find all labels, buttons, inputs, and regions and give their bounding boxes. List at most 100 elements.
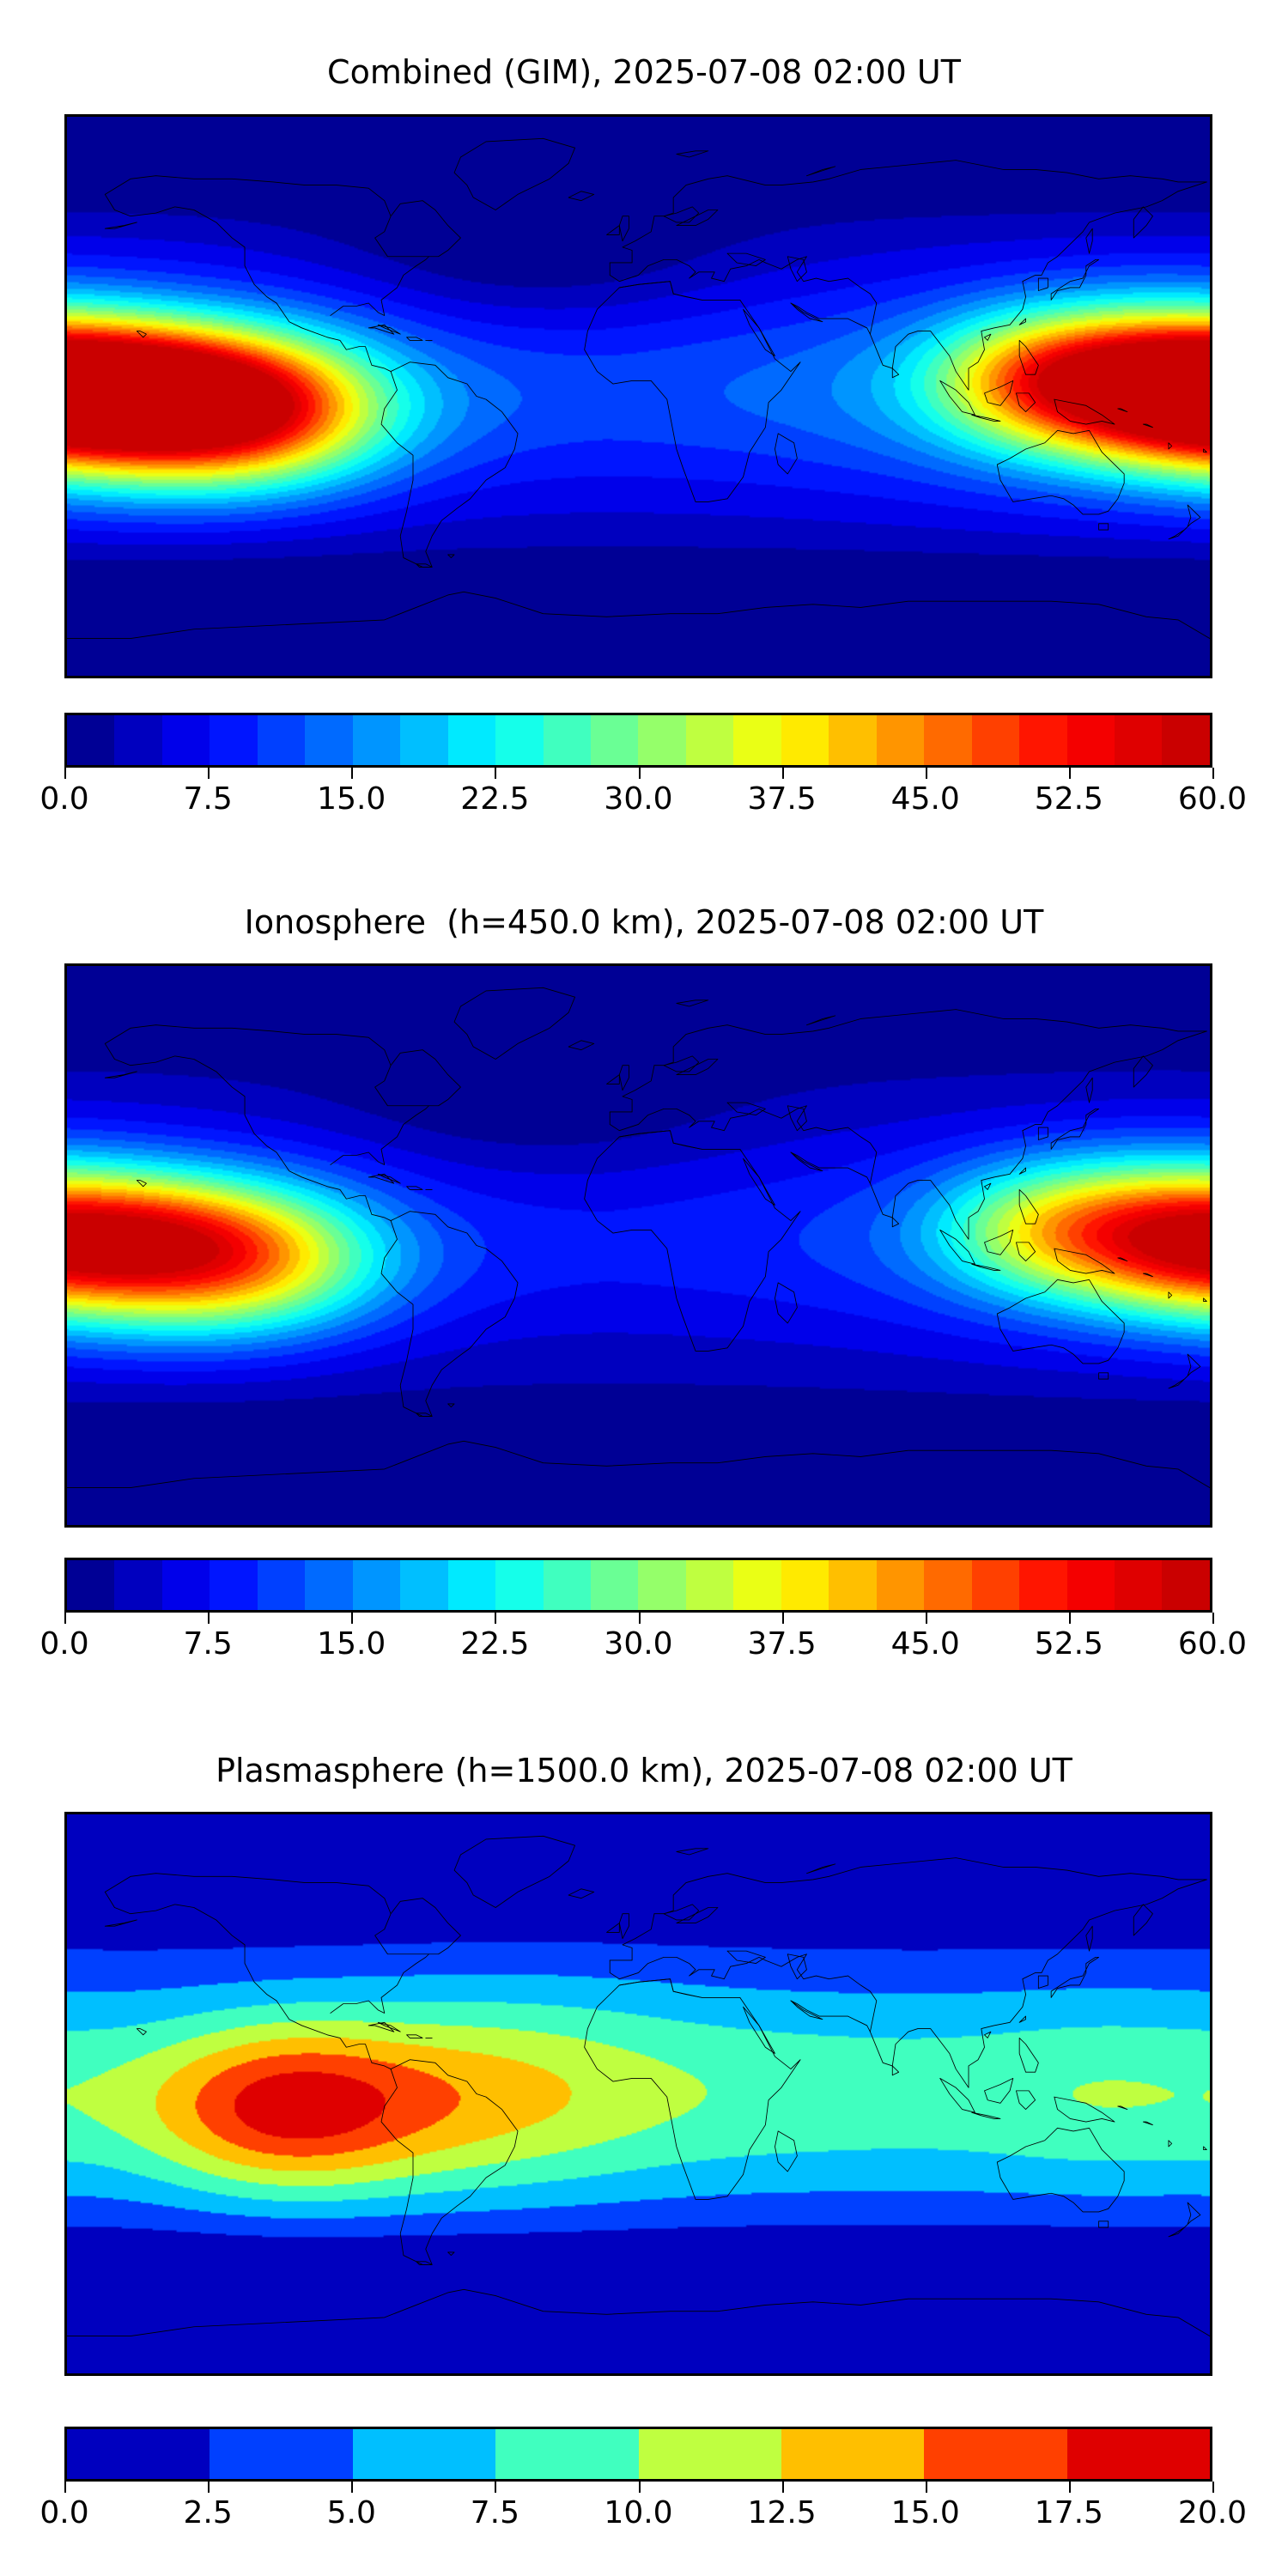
coastline-path (610, 1957, 765, 1978)
panel-title-ionosphere: Ionosphere (h=450.0 km), 2025-07-08 02:0… (244, 903, 1044, 941)
coastline-path (1099, 2221, 1109, 2227)
colorbar-segment (257, 715, 306, 765)
colorbar-plasmasphere[interactable]: 0.0 2.5 5.0 7.5 10.0 12.5 15.0 17.5 20.0 (39, 2427, 1247, 2530)
coastline-path (331, 257, 429, 316)
coastline-path (448, 2252, 454, 2256)
coastline-path (664, 1056, 699, 1072)
map-axes-ionosphere[interactable] (64, 963, 1212, 1528)
coastline-path (892, 368, 898, 378)
coastline-path (984, 334, 990, 340)
panel-title-combined-gim: Combined (GIM), 2025-07-08 02:00 UT (327, 53, 961, 91)
coastline-path (607, 226, 620, 235)
colorbar-tickmark (208, 768, 210, 779)
coastline-path (1143, 1273, 1152, 1277)
coastline-path (1038, 1127, 1048, 1139)
colorbar-segment (781, 2429, 925, 2479)
colorbar-segment (543, 1560, 591, 1610)
coastline-path (416, 564, 432, 568)
coastline-path (1019, 2038, 1038, 2072)
colorbar-tickmark (1212, 768, 1214, 779)
coastline-path (1133, 207, 1152, 238)
tec-contour-field-plasmasphere (67, 1814, 1210, 2373)
colorbar-ticklabel: 30.0 (604, 1626, 673, 1662)
colorbar-ticklabel: 2.5 (183, 2495, 233, 2530)
colorbar-segment (1114, 1560, 1163, 1610)
colorbar-segment (305, 715, 353, 765)
coastline-path (984, 380, 1012, 405)
coastline-path (1118, 2106, 1127, 2110)
coastline-path (940, 2078, 975, 2112)
colorbar-ticklabel: 30.0 (604, 781, 673, 817)
colorbar-gradient-combined-gim (64, 713, 1212, 768)
coastline-path (775, 434, 797, 474)
coastline-path (619, 1131, 739, 1150)
colorbar-ticklabel: 10.0 (604, 2495, 673, 2530)
coastline-path (984, 1230, 1012, 1255)
colorbar-segment (67, 2429, 210, 2479)
coastline-path (448, 1404, 454, 1407)
colorbar-tickmark (495, 2482, 497, 2493)
colorbar-ticklabel: 7.5 (183, 1626, 233, 1662)
colorbar-ticklabel: 17.5 (1034, 2495, 1103, 2530)
colorbar-tickmark (1212, 1613, 1214, 1624)
coastline-path (407, 2035, 422, 2038)
coastline-path (568, 1889, 594, 1899)
coastline-path (765, 1880, 1206, 2087)
map-axes-plasmasphere[interactable] (64, 1812, 1212, 2376)
colorbar-segment (638, 1560, 686, 1610)
coastline-path (1054, 399, 1115, 424)
map-axes-combined-gim[interactable] (64, 114, 1212, 678)
colorbar-ticklabel: 60.0 (1177, 781, 1248, 817)
coastline-path (677, 151, 708, 157)
colorbar-ticklabel: 45.0 (890, 1626, 960, 1662)
coastline-path (727, 1951, 765, 1963)
coastline-path (610, 1109, 765, 1130)
colorbar-tickmark (638, 1613, 641, 1624)
coastline-path (677, 1060, 718, 1075)
coastline-path (607, 1075, 620, 1084)
colorbar-ticklabel: 15.0 (890, 2495, 960, 2530)
colorbar-ticklabel: 60.0 (1177, 1626, 1248, 1662)
coastline-path (972, 2112, 1000, 2118)
colorbar-segment (971, 715, 1020, 765)
coastline-path (1099, 524, 1109, 530)
coastline-path (1054, 1249, 1115, 1273)
colorbar-tickmark (925, 1613, 927, 1624)
coastline-path (744, 2007, 775, 2053)
coastline-path (1143, 424, 1152, 428)
coastline-path (775, 2131, 797, 2172)
colorbar-segment (114, 1560, 162, 1610)
colorbar-ionosphere[interactable]: 0.0 7.5 15.0 22.5 30.0 37.5 45.0 52.5 60.0 (39, 1558, 1247, 1662)
coastline-path (381, 1212, 518, 1417)
colorbar-segment (876, 1560, 925, 1610)
colorbar-segment (210, 2429, 353, 2479)
coastline-path (664, 1905, 699, 1920)
colorbar-segment (543, 715, 591, 765)
colorbar-tickmark (925, 2482, 927, 2493)
tec-contour-field-ionosphere (67, 966, 1210, 1525)
colorbar-segment (685, 1560, 734, 1610)
coastline-path (972, 415, 1000, 421)
colorbar-tickmark (1068, 2482, 1071, 2493)
colorbar-tickmark (781, 768, 784, 779)
colorbar-segment (876, 715, 925, 765)
coastline-path (892, 1218, 898, 1227)
coastline-path (368, 1174, 394, 1183)
colorbar-combined-gim[interactable]: 0.0 7.5 15.0 22.5 30.0 37.5 45.0 52.5 60.0 (39, 713, 1247, 817)
coastline-path (791, 2001, 823, 2020)
colorbar-segment (1019, 715, 1067, 765)
coastline-path (137, 331, 146, 337)
coastline-path (137, 1181, 146, 1187)
colorbar-segment (447, 715, 496, 765)
colorbar-segment (400, 1560, 448, 1610)
colorbar-tickmark (495, 1613, 497, 1624)
colorbar-segment (781, 1560, 829, 1610)
coastline-path (610, 259, 765, 281)
colorbar-tickmark (64, 2482, 66, 2493)
coastline-path (619, 216, 629, 241)
coastline-path (378, 325, 400, 334)
colorbar-tickmark (1068, 768, 1071, 779)
coastline-path (654, 1010, 1206, 1066)
coastline-path (448, 555, 454, 558)
coastline-path (1099, 1373, 1109, 1379)
